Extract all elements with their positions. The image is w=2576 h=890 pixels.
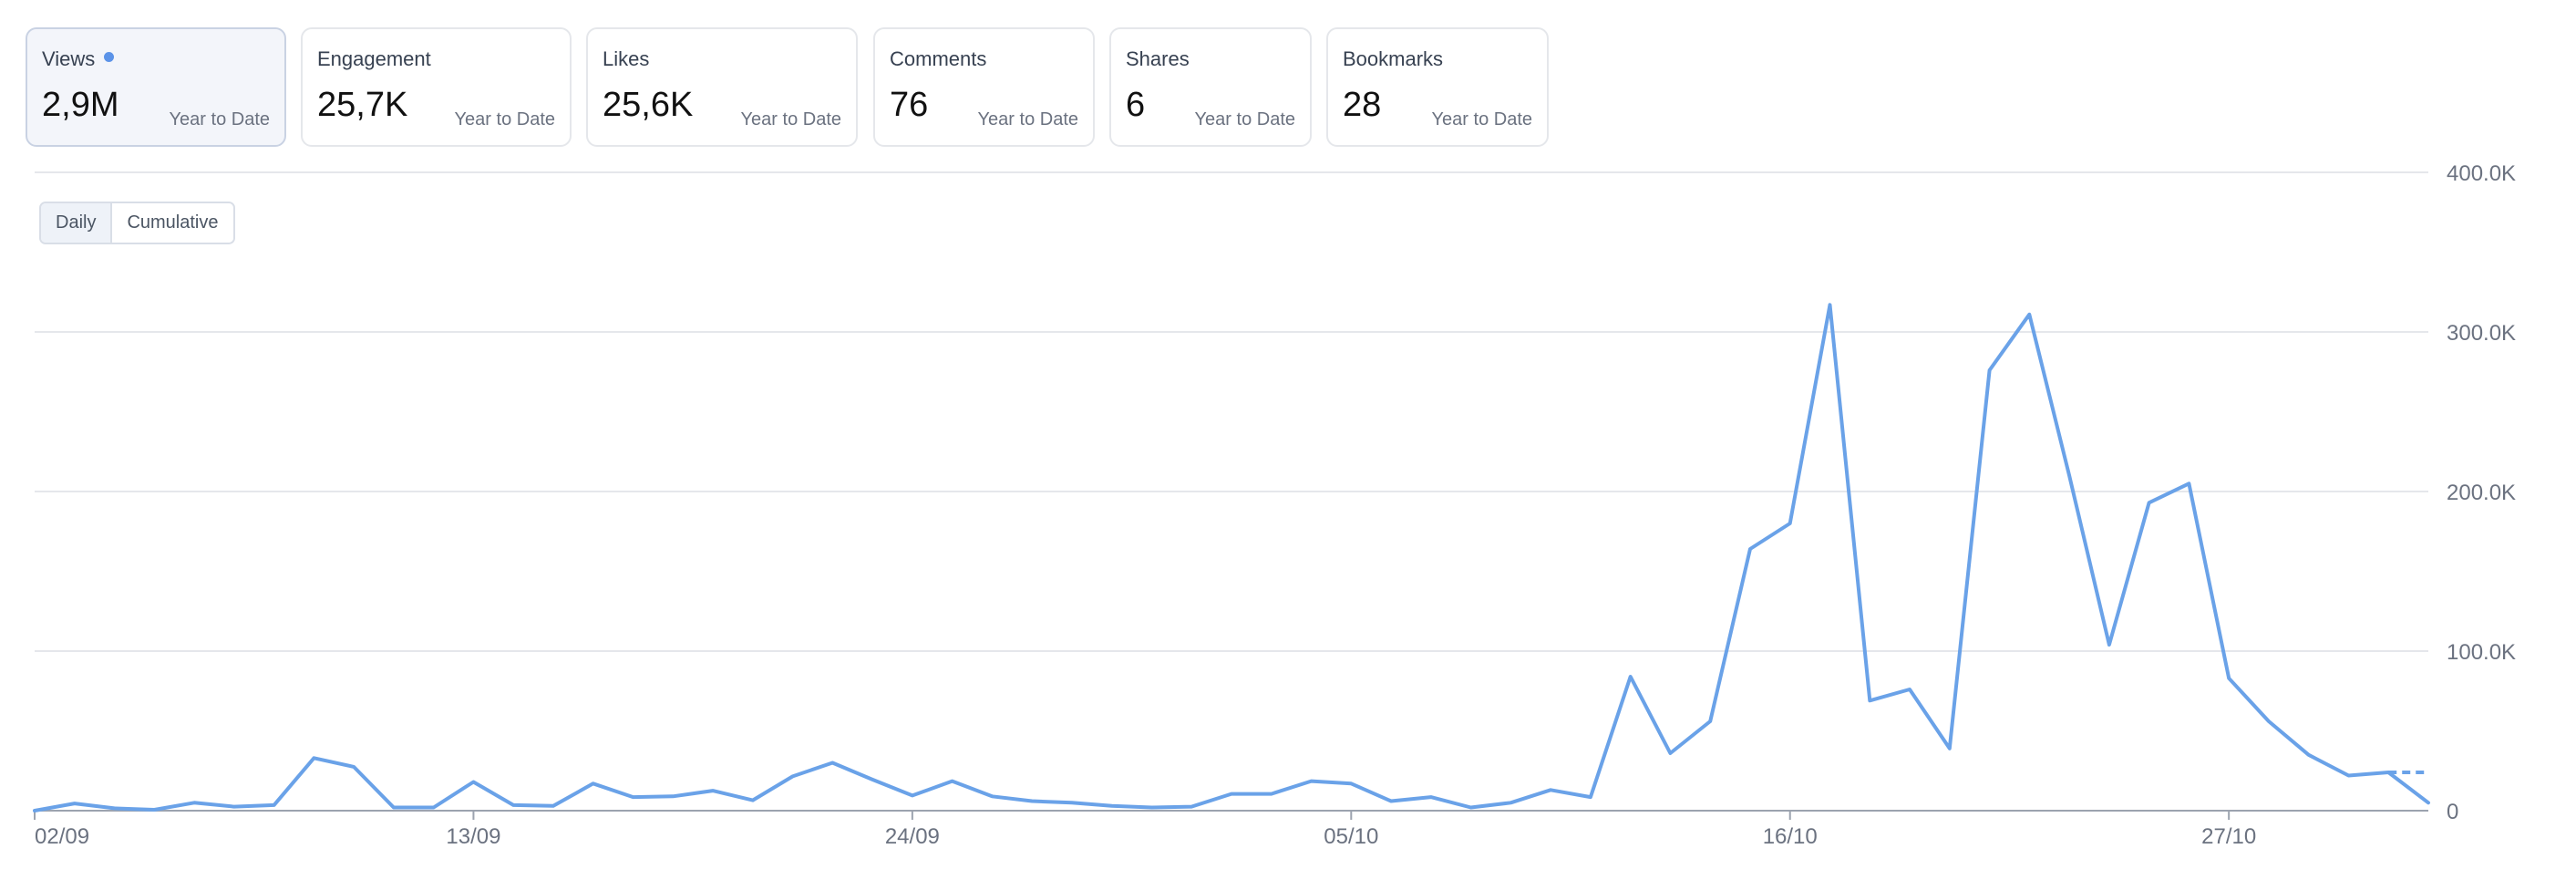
metric-card-bookmarks[interactable]: Bookmarks 28 Year to Date xyxy=(1326,27,1549,147)
y-tick-label: 400.0K xyxy=(2447,161,2516,186)
metric-value-views: 2,9M xyxy=(42,86,119,124)
metric-value-comments: 76 xyxy=(890,86,929,124)
x-tick-label: 05/10 xyxy=(1324,824,1378,849)
y-axis-ticks: 0 100.0K 200.0K 300.0K 400.0K xyxy=(2447,161,2516,824)
metric-card-comments[interactable]: Comments 76 Year to Date xyxy=(873,27,1095,147)
y-tick-label: 0 xyxy=(2447,800,2458,824)
metric-label-likes: Likes xyxy=(603,47,650,70)
metric-label-bookmarks: Bookmarks xyxy=(1343,47,1444,70)
metric-card-views[interactable]: Views 2,9M Year to Date xyxy=(26,27,286,147)
x-axis-ticks: 02/09 13/09 24/09 05/10 16/10 27/10 xyxy=(34,811,2256,849)
metric-period-comments: Year to Date xyxy=(977,109,1078,129)
metric-label-views: Views xyxy=(42,47,115,71)
metric-period-bookmarks: Year to Date xyxy=(1431,109,1532,129)
metric-card-likes[interactable]: Likes 25,6K Year to Date xyxy=(586,27,858,147)
metric-label-comments: Comments xyxy=(890,47,987,70)
x-tick-label: 02/09 xyxy=(35,824,89,849)
metric-label-engagement: Engagement xyxy=(317,47,431,70)
metric-period-shares: Year to Date xyxy=(1194,109,1295,129)
metric-value-bookmarks: 28 xyxy=(1343,86,1382,124)
views-series-line xyxy=(33,303,2430,812)
chart-series xyxy=(33,303,2430,812)
metric-period-likes: Year to Date xyxy=(740,109,841,129)
y-tick-label: 200.0K xyxy=(2447,481,2516,505)
metric-value-likes: 25,6K xyxy=(603,86,694,124)
x-tick-label: 16/10 xyxy=(1763,824,1818,849)
chart-gridlines xyxy=(35,171,2428,812)
metric-card-shares[interactable]: Shares 6 Year to Date xyxy=(1109,27,1312,147)
metric-card-engagement[interactable]: Engagement 25,7K Year to Date xyxy=(301,27,572,147)
metric-value-engagement: 25,7K xyxy=(317,86,408,124)
metric-period-engagement: Year to Date xyxy=(454,109,555,129)
chart-mode-toggle: Daily Cumulative xyxy=(39,202,235,244)
metric-label-shares: Shares xyxy=(1126,47,1190,70)
x-tick-label: 24/09 xyxy=(885,824,940,849)
metric-period-views: Year to Date xyxy=(169,109,270,129)
metric-value-shares: 6 xyxy=(1126,86,1146,124)
y-tick-label: 300.0K xyxy=(2447,321,2516,346)
y-tick-label: 100.0K xyxy=(2447,640,2516,665)
cumulative-toggle-button[interactable]: Cumulative xyxy=(112,203,233,243)
daily-toggle-button[interactable]: Daily xyxy=(41,203,113,243)
x-tick-label: 27/10 xyxy=(2201,824,2256,849)
selected-dot-icon xyxy=(104,52,115,62)
x-tick-label: 13/09 xyxy=(446,824,500,849)
